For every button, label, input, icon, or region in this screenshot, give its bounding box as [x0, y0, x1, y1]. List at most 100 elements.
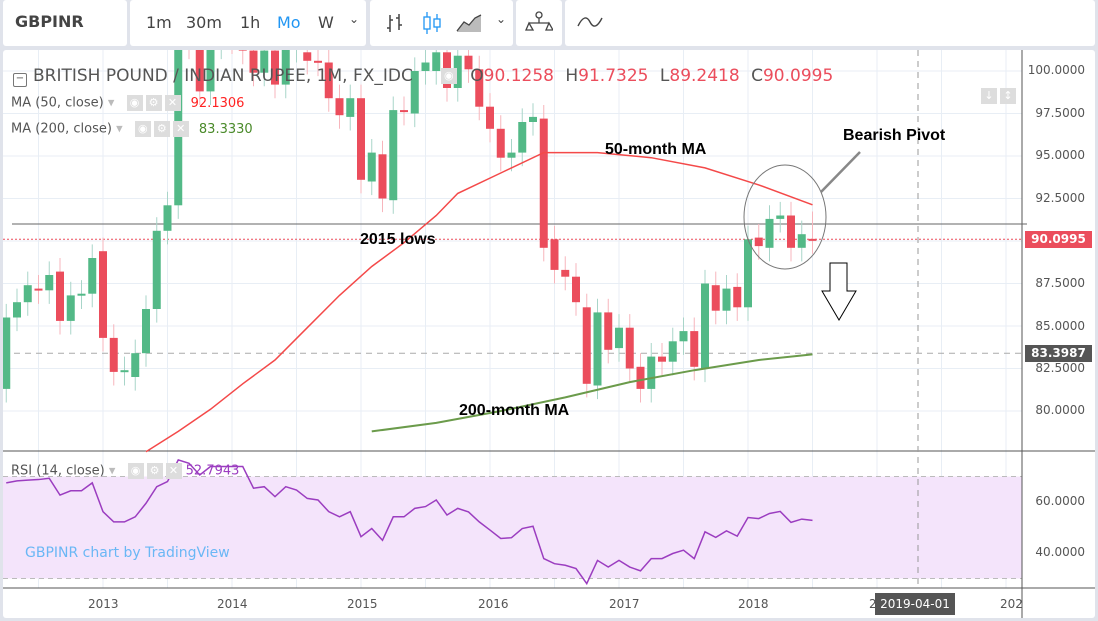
interval-30m[interactable]: 30m: [186, 13, 222, 32]
ma200-label[interactable]: MA (200, close): [11, 121, 112, 137]
candle: [497, 129, 505, 158]
interval-mo[interactable]: Mo: [277, 13, 301, 32]
candle: [723, 289, 731, 311]
candle: [572, 277, 580, 303]
dropdown-icon[interactable]: ▾: [107, 95, 115, 111]
ma50-value: 92.1306: [190, 95, 245, 111]
candle: [787, 216, 795, 248]
high-label: H: [565, 66, 579, 86]
arrow-updown-icon[interactable]: ↕: [1000, 87, 1016, 104]
dropdown-icon[interactable]: ▾: [108, 463, 116, 479]
candle: [45, 275, 53, 290]
candle: [690, 331, 698, 367]
scale-buttons: ↓ ↕: [978, 85, 1016, 104]
series-title: BRITISH POUND / INDIAN RUPEE, 1M, FX_IDC: [33, 66, 413, 86]
candle: [196, 50, 204, 91]
low-value: 89.2418: [669, 66, 740, 86]
candle: [271, 51, 279, 85]
arrow-down-icon[interactable]: ↓: [981, 87, 997, 104]
rsi-line: [6, 459, 813, 586]
annotation-pivot: Bearish Pivot: [843, 127, 946, 144]
ma200-legend: MA (200, close) ▾ ◉ ⚙ ✕ 83.3330: [11, 121, 253, 137]
price-chart[interactable]: [3, 50, 1095, 618]
price-tick: 85.0000: [1035, 319, 1085, 333]
candle: [669, 341, 677, 361]
time-tick: 2016: [478, 597, 509, 611]
compare-icon[interactable]: [525, 10, 553, 36]
low-label: L: [659, 66, 670, 86]
candle: [121, 370, 129, 372]
candle: [680, 331, 688, 341]
candle: [78, 294, 86, 296]
rsi-label[interactable]: RSI (14, close): [11, 463, 105, 479]
interval-1h[interactable]: 1h: [240, 13, 261, 32]
eye-icon[interactable]: ◉: [134, 121, 151, 137]
candle: [701, 284, 709, 369]
indicator-icon[interactable]: [577, 14, 603, 30]
candlestick-icon[interactable]: [420, 10, 444, 36]
annotation-lows: 2015 lows: [360, 231, 436, 248]
eye-icon[interactable]: ◉: [440, 68, 457, 84]
candle: [153, 231, 161, 309]
interval-w[interactable]: W: [318, 13, 334, 32]
close-icon[interactable]: ✕: [172, 121, 189, 137]
candle: [389, 110, 397, 200]
candle: [561, 270, 569, 277]
ma50-label[interactable]: MA (50, close): [11, 95, 104, 111]
candle: [13, 302, 21, 317]
candle: [250, 51, 258, 73]
candle: [733, 287, 741, 307]
bar-chart-icon[interactable]: [384, 12, 406, 34]
candle: [454, 56, 462, 88]
annotation-ma50: 50-month MA: [605, 141, 707, 158]
eye-icon[interactable]: ◉: [127, 463, 144, 479]
series-legend: − BRITISH POUND / INDIAN RUPEE, 1M, FX_ID…: [13, 66, 833, 87]
chevron-down-icon[interactable]: ⌄: [349, 12, 360, 26]
candle: [336, 98, 344, 115]
close-icon[interactable]: ✕: [165, 463, 182, 479]
time-tick: 2013: [88, 597, 119, 611]
down-arrow-icon: [821, 262, 857, 321]
candle: [658, 357, 666, 362]
chart-area[interactable]: − BRITISH POUND / INDIAN RUPEE, 1M, FX_ID…: [3, 50, 1095, 618]
candle: [465, 56, 473, 70]
gear-icon[interactable]: ⚙: [145, 95, 162, 111]
ma200-price-badge: 83.3987: [1025, 345, 1092, 362]
dropdown-icon[interactable]: ▾: [116, 121, 123, 137]
candle: [422, 63, 430, 72]
open-value: 90.1258: [483, 66, 554, 86]
candle: [508, 153, 516, 158]
price-tick: 80.0000: [1035, 403, 1085, 417]
gear-icon[interactable]: ⚙: [153, 121, 170, 137]
candle: [798, 234, 806, 248]
collapse-icon[interactable]: −: [13, 73, 27, 87]
time-tick: 2: [869, 597, 877, 611]
candle: [131, 353, 139, 377]
candle: [626, 328, 634, 369]
candle: [755, 238, 763, 247]
price-tick: 95.0000: [1035, 148, 1085, 162]
candle: [99, 251, 107, 338]
candle: [368, 153, 376, 182]
symbol-section: GBPINR: [3, 0, 127, 46]
candle: [142, 309, 150, 353]
candle: [529, 117, 537, 122]
area-chart-icon[interactable]: [456, 13, 482, 33]
candle: [551, 239, 559, 270]
interval-1m[interactable]: 1m: [146, 13, 172, 32]
candle: [303, 52, 311, 61]
close-icon[interactable]: ✕: [164, 95, 181, 111]
compare-section: [516, 0, 562, 46]
chevron-down-icon[interactable]: ⌄: [496, 12, 507, 26]
eye-icon[interactable]: ◉: [126, 95, 143, 111]
candle: [594, 312, 602, 385]
candle: [647, 357, 655, 389]
candle: [475, 69, 483, 106]
candle: [88, 258, 96, 294]
price-tick: 82.5000: [1035, 361, 1085, 375]
symbol-search-button[interactable]: GBPINR: [15, 12, 84, 31]
gear-icon[interactable]: ⚙: [146, 463, 163, 479]
candle: [486, 107, 494, 129]
ma50-legend: MA (50, close) ▾ ◉ ⚙ ✕ 92.1306: [11, 95, 244, 111]
ma200-value: 83.3330: [198, 121, 253, 137]
